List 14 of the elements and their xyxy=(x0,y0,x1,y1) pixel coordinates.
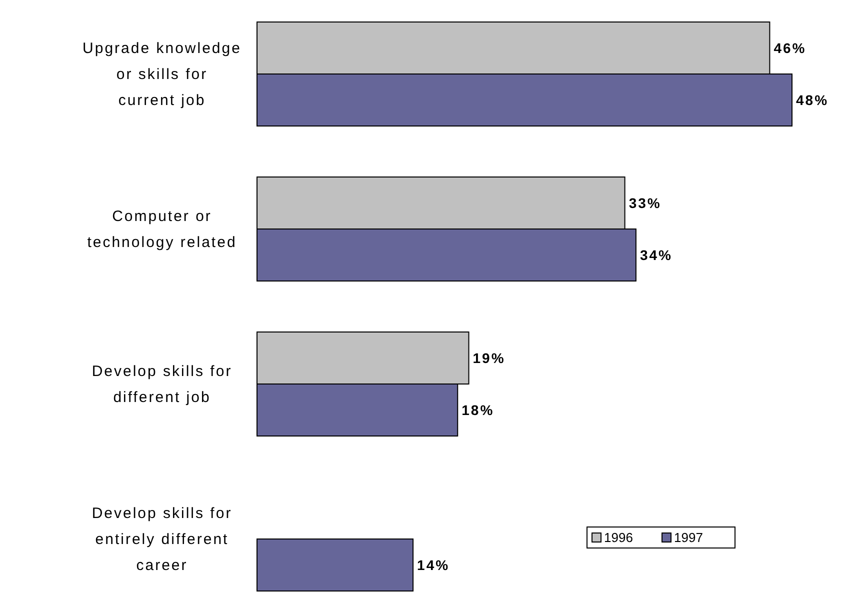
y-tick-label: Develop skills for different job xyxy=(92,363,232,406)
y-tick-label: Develop skills for entirely different career xyxy=(92,505,232,574)
data-label: 19% xyxy=(472,350,506,366)
data-label: 46% xyxy=(774,40,806,56)
data-label: 48% xyxy=(796,92,829,108)
data-label: 18% xyxy=(462,402,494,418)
legend-label: 1996 xyxy=(604,530,633,545)
y-tick-label: Computer or technology related xyxy=(87,208,237,251)
bar xyxy=(256,538,414,592)
data-label: 14% xyxy=(417,557,450,573)
y-tick-label: Upgrade knowledge or skills for current job xyxy=(82,40,242,109)
data-label: 34% xyxy=(640,247,672,263)
legend-label: 1997 xyxy=(674,530,703,545)
data-label: 33% xyxy=(628,195,662,211)
